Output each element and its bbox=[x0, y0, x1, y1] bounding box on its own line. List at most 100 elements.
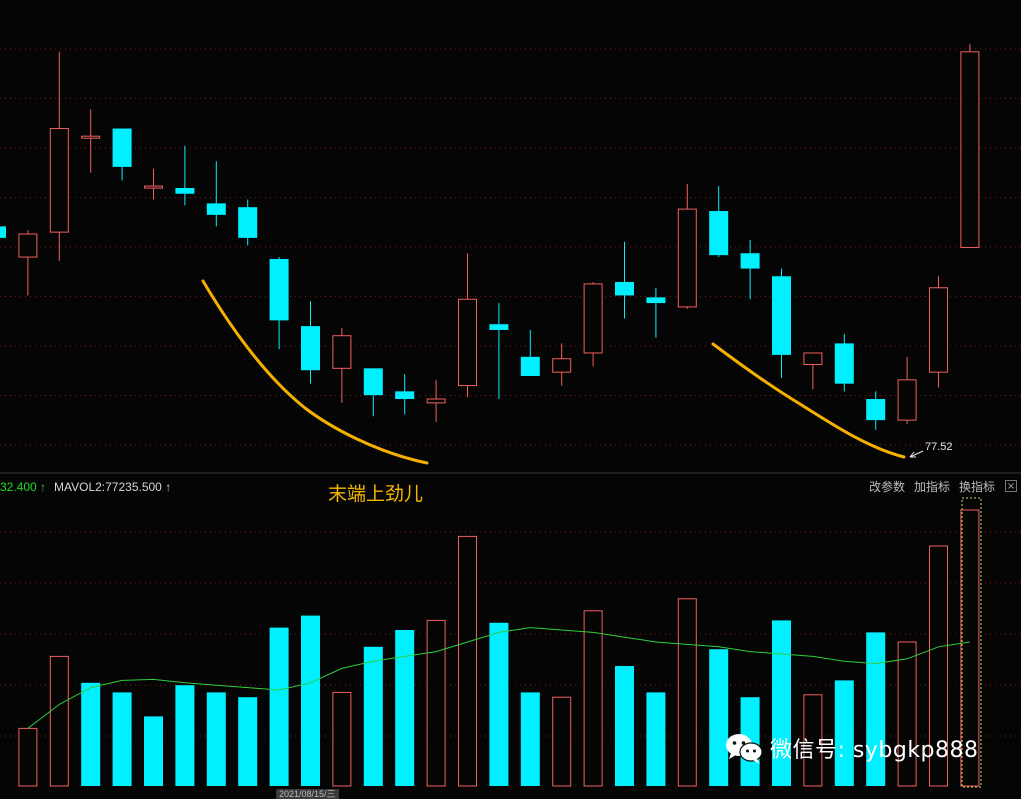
volume-bar-up bbox=[332, 691, 352, 787]
volume-bar-up bbox=[803, 694, 823, 787]
volume-bar-down bbox=[238, 697, 258, 786]
volume-bar-down bbox=[834, 680, 854, 786]
candle bbox=[332, 328, 352, 403]
candle-body-up bbox=[552, 358, 572, 373]
candle bbox=[238, 199, 258, 246]
candle-body-down bbox=[615, 282, 634, 296]
candle bbox=[615, 241, 634, 319]
volume-bar-down bbox=[615, 666, 634, 786]
candle bbox=[834, 333, 854, 392]
candle-body-up bbox=[49, 128, 69, 233]
mavol2-arrow-icon: ↑ bbox=[161, 480, 172, 494]
candle-body-up bbox=[583, 283, 603, 354]
candle-body-down bbox=[489, 324, 509, 330]
candle-body-down bbox=[269, 258, 289, 321]
wechat-watermark: 微信号: sybgkp888 bbox=[724, 731, 979, 765]
candle-body-down bbox=[363, 368, 383, 396]
candle-body-down bbox=[709, 211, 729, 256]
candle bbox=[772, 268, 791, 378]
volume-ma-line bbox=[27, 627, 970, 729]
volume-bar-up bbox=[552, 696, 572, 787]
volume-bar-up bbox=[426, 619, 446, 787]
candle bbox=[520, 329, 540, 376]
crosshair-date-tag: 2021/08/15/三 bbox=[276, 789, 339, 799]
edit-params-button[interactable]: 改参数 bbox=[869, 480, 906, 494]
volume-bar-down bbox=[269, 627, 289, 786]
low-pointer-arrow bbox=[909, 450, 924, 458]
candle-body-down bbox=[520, 356, 540, 376]
candle bbox=[803, 352, 823, 390]
volume-bar-up bbox=[583, 610, 603, 787]
volume-bar-down bbox=[175, 685, 195, 786]
volume-bar-down bbox=[81, 682, 101, 786]
candle bbox=[677, 184, 697, 309]
swap-indicator-button[interactable]: 换指标 bbox=[959, 480, 996, 494]
volume-bar-down bbox=[520, 692, 540, 786]
mavol1-arrow-icon: ↑ bbox=[36, 480, 47, 494]
mavol1-readout: 32.400 ↑ bbox=[0, 478, 46, 496]
arc-annotation-left bbox=[201, 279, 429, 465]
mavol1-value: 32.400 bbox=[0, 480, 37, 494]
wechat-icon bbox=[726, 734, 763, 764]
candle bbox=[206, 161, 226, 227]
candle bbox=[301, 301, 320, 384]
volume-bar-up bbox=[458, 535, 477, 787]
candle bbox=[269, 257, 289, 350]
candle bbox=[929, 276, 948, 388]
mavol2-readout: MAVOL2:77235.500 ↑ bbox=[54, 478, 171, 496]
candle bbox=[583, 282, 603, 367]
candle bbox=[646, 287, 666, 338]
candle-body-down bbox=[206, 203, 226, 215]
candle bbox=[426, 379, 446, 423]
candle-body-down bbox=[740, 253, 760, 269]
volume-bar-down bbox=[709, 649, 729, 786]
candle-body-down bbox=[112, 128, 132, 167]
candle-body-up bbox=[144, 185, 163, 189]
candle bbox=[363, 368, 383, 417]
candle bbox=[960, 44, 980, 248]
volume-bar-up bbox=[49, 655, 69, 787]
candle-body-up bbox=[960, 51, 980, 248]
volume-bar-up bbox=[897, 641, 917, 787]
candle-body-down bbox=[238, 207, 258, 238]
candle-body-up bbox=[332, 335, 352, 369]
candle-body-down bbox=[395, 391, 415, 400]
volume-bar-down bbox=[489, 622, 509, 786]
candle bbox=[395, 374, 415, 415]
candle bbox=[489, 303, 509, 400]
candles bbox=[0, 44, 980, 430]
candle bbox=[897, 356, 917, 424]
close-panel-button[interactable]: × bbox=[1005, 480, 1017, 492]
add-indicator-button[interactable]: 加指标 bbox=[914, 480, 951, 494]
watermark-text: 微信号: sybgkp888 bbox=[770, 738, 979, 763]
volume-bar-down bbox=[112, 692, 132, 786]
candle-body-up bbox=[897, 379, 917, 421]
volume-bars bbox=[18, 509, 980, 787]
candle bbox=[112, 128, 132, 181]
candle-body-down bbox=[834, 343, 854, 384]
last-volume-highlight bbox=[961, 497, 982, 788]
candle-body-down bbox=[866, 399, 886, 421]
volume-bar-down bbox=[646, 692, 666, 786]
low-price-label: 77.52 bbox=[925, 441, 953, 453]
candle bbox=[18, 230, 38, 296]
candle bbox=[740, 239, 760, 300]
candle-body-up bbox=[18, 233, 38, 258]
candle bbox=[0, 226, 6, 238]
candle-body-down bbox=[772, 276, 791, 355]
candle bbox=[49, 51, 69, 261]
candle bbox=[175, 145, 195, 206]
candle bbox=[709, 186, 729, 258]
candle bbox=[458, 253, 477, 398]
volume-bar-up bbox=[677, 598, 697, 787]
volume-bar-up bbox=[960, 509, 980, 787]
annotation-label: 末端上劲儿 bbox=[328, 483, 424, 505]
candle-body-up bbox=[929, 287, 948, 373]
candle-body-up bbox=[677, 208, 697, 308]
volume-bar-down bbox=[301, 615, 320, 786]
candle-body-up bbox=[458, 298, 477, 387]
candle-body-down bbox=[0, 226, 6, 238]
candle bbox=[552, 343, 572, 386]
candle-body-up bbox=[426, 398, 446, 404]
